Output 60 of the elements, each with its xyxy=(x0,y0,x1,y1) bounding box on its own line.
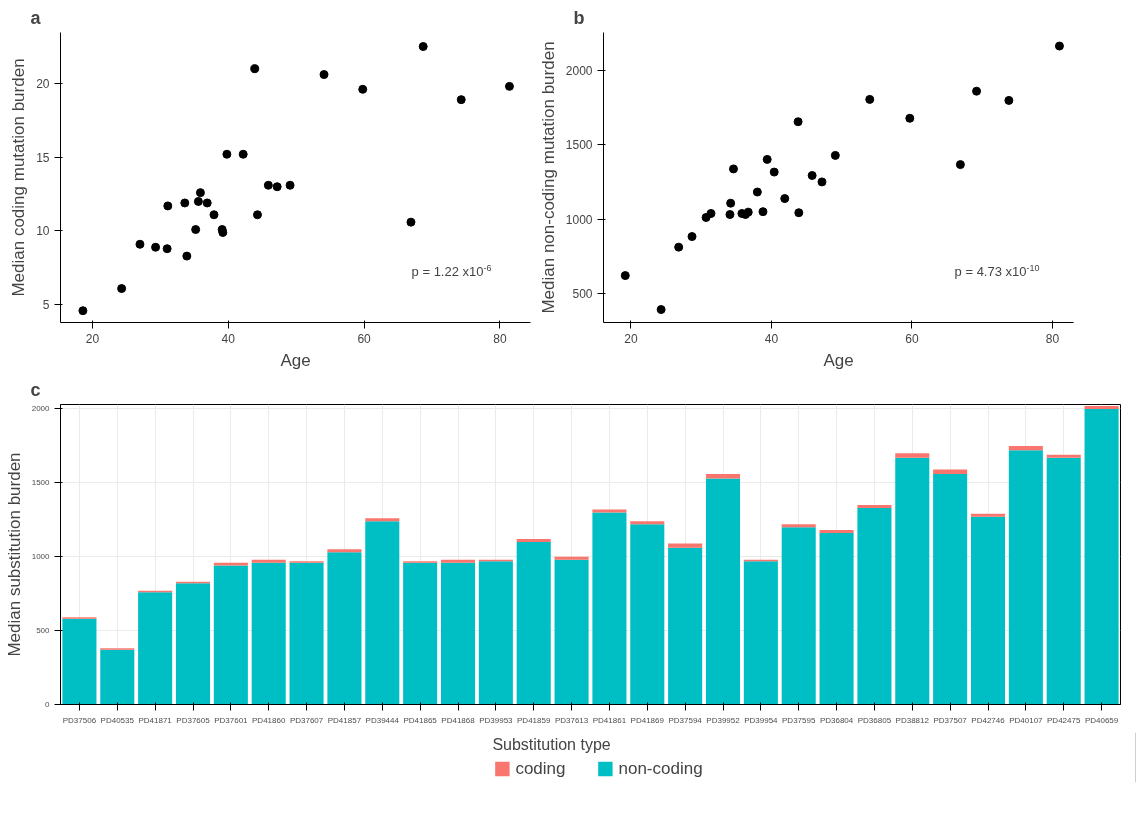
x-tick-label: PD42746 xyxy=(971,715,1006,725)
x-tick-label: PD39954 xyxy=(744,715,779,725)
x-tick-label: PD41869 xyxy=(630,715,665,725)
x-tick-label: 60 xyxy=(905,331,919,346)
x-tick-label: PD40107 xyxy=(1009,715,1044,725)
x-tick-label: 40 xyxy=(221,331,236,346)
legend-title: Substitution type xyxy=(492,735,612,754)
y-axis-title: Median coding mutation burden xyxy=(9,58,29,297)
x-tick-label: PD41860 xyxy=(252,715,286,725)
x-tick-label: PD37595 xyxy=(782,715,816,725)
x-tick-label: 20 xyxy=(85,331,100,346)
y-tick-label: 2000 xyxy=(565,63,593,78)
y-tick-label: 500 xyxy=(36,626,51,636)
y-tick-label: 1000 xyxy=(565,212,593,227)
y-axis-title: Median substitution burden xyxy=(4,452,24,657)
legend-label: non-coding xyxy=(618,758,703,779)
y-axis-title: Median non-coding mutation burden xyxy=(538,41,558,314)
y-tick-label: 5 xyxy=(42,298,50,313)
x-tick-label: PD39952 xyxy=(706,715,741,725)
y-tick-label: 1500 xyxy=(31,478,51,488)
x-tick-label: PD41861 xyxy=(592,715,627,725)
x-tick-label: 60 xyxy=(357,331,372,346)
x-tick-label: PD37601 xyxy=(214,715,249,725)
x-tick-label: PD37507 xyxy=(933,715,968,725)
y-tick-label: 20 xyxy=(36,76,50,91)
x-tick-label: PD41859 xyxy=(517,715,551,725)
chart-title: c xyxy=(30,379,41,400)
x-tick-label: PD41857 xyxy=(327,715,362,725)
legend-label: coding xyxy=(515,758,566,779)
y-tick-label: 1000 xyxy=(31,552,51,562)
chart-title: a xyxy=(30,7,42,28)
x-tick-label: PD41871 xyxy=(138,715,173,725)
x-tick-label: PD41865 xyxy=(403,715,438,725)
y-tick-label: 0 xyxy=(45,700,51,709)
y-tick-label: 10 xyxy=(36,224,50,239)
x-tick-label: PD36804 xyxy=(819,715,854,725)
chart-title: b xyxy=(573,7,585,28)
x-tick-label: PD40535 xyxy=(100,715,135,725)
y-tick-label: 15 xyxy=(36,150,50,165)
x-tick-label: PD37607 xyxy=(289,715,324,725)
x-tick-label: PD37594 xyxy=(668,715,703,725)
x-tick-label: PD37605 xyxy=(176,715,211,725)
y-tick-label: 500 xyxy=(572,287,593,302)
x-tick-label: PD39444 xyxy=(365,715,400,725)
x-tick-label: PD39953 xyxy=(479,715,514,725)
x-axis-title: Age xyxy=(823,350,854,370)
x-tick-label: PD40659 xyxy=(1084,715,1119,725)
x-tick-label: PD41868 xyxy=(441,715,476,725)
x-tick-label: 40 xyxy=(764,331,779,346)
x-tick-label: PD37506 xyxy=(62,715,97,725)
x-tick-label: 80 xyxy=(1045,331,1060,346)
x-tick-label: 20 xyxy=(624,331,638,346)
y-tick-label: 2000 xyxy=(31,404,51,414)
x-tick-label: PD37613 xyxy=(554,715,589,725)
x-tick-label: PD36805 xyxy=(857,715,892,725)
x-axis-title: Age xyxy=(280,350,311,370)
x-tick-label: PD38812 xyxy=(895,715,930,725)
x-tick-label: 80 xyxy=(493,331,507,346)
y-tick-label: 1500 xyxy=(565,138,593,153)
x-tick-label: PD42475 xyxy=(1047,715,1081,725)
